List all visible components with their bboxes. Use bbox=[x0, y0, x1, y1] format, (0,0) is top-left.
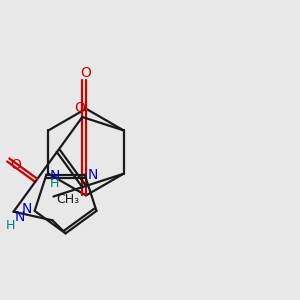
Text: N: N bbox=[87, 167, 98, 182]
Text: N: N bbox=[21, 202, 32, 216]
Text: H: H bbox=[50, 177, 59, 190]
Text: O: O bbox=[81, 66, 92, 80]
Text: CH₃: CH₃ bbox=[57, 193, 80, 206]
Text: N: N bbox=[15, 210, 26, 224]
Text: N: N bbox=[50, 169, 60, 183]
Text: H: H bbox=[6, 219, 15, 232]
Text: O: O bbox=[10, 158, 21, 172]
Text: O: O bbox=[74, 101, 85, 115]
